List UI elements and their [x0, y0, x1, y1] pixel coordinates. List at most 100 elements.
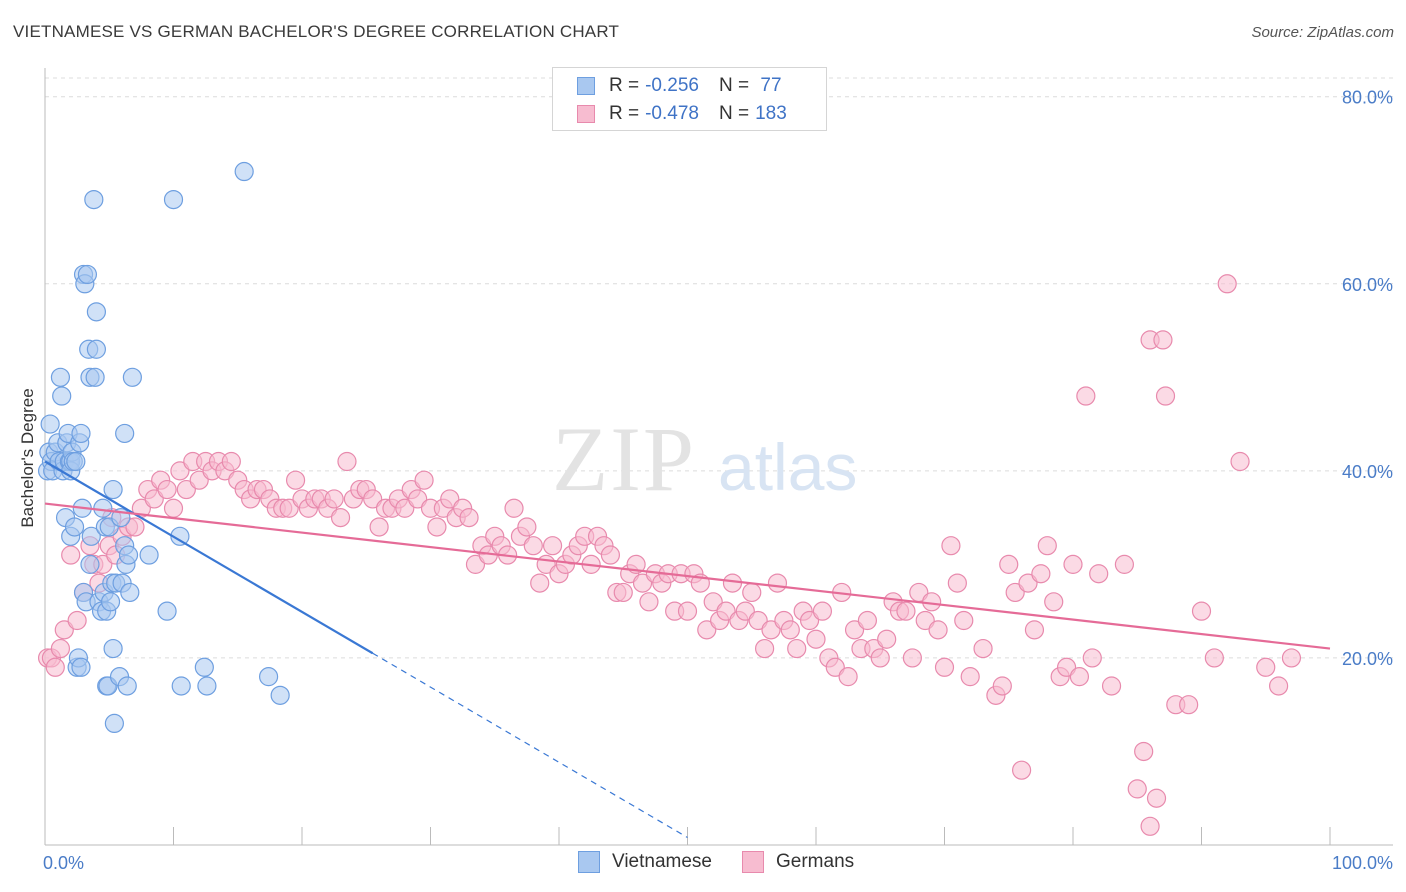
germans-point: [67, 610, 87, 631]
germans-point: [735, 601, 755, 621]
germans-point: [1018, 573, 1038, 593]
legend-r-label: R =: [609, 103, 640, 124]
germans-point: [722, 573, 743, 593]
y-tick-labels: 20.0% 40.0% 60.0% 80.0%: [1342, 88, 1393, 669]
x-tick-label-min: 0.0%: [43, 853, 84, 873]
germans-point: [1134, 741, 1154, 762]
vietnamese-trend-extension: [372, 652, 688, 838]
legend-r-label: R =: [609, 75, 640, 96]
legend-r-value: -0.478: [645, 103, 699, 124]
germans-point: [1281, 648, 1302, 668]
vietnamese-point: [270, 685, 290, 705]
vietnamese-point: [93, 498, 113, 518]
legend-swatch-vietnamese: [577, 77, 595, 95]
legend-n-value: 183: [755, 103, 787, 124]
series-legend-vietnamese: Vietnamese: [578, 851, 712, 873]
y-axis-label: Bachelor's Degree: [18, 388, 37, 527]
germans-point: [285, 470, 306, 490]
germans-point: [600, 545, 621, 565]
vietnamese-point: [120, 582, 140, 603]
germans-point: [1005, 582, 1025, 603]
vietnamese-point: [117, 676, 137, 696]
germans-point: [50, 638, 71, 659]
vietnamese-point: [86, 339, 107, 359]
germans-point: [799, 610, 820, 631]
vietnamese-point: [163, 189, 184, 210]
x-tick-label-max: 100.0%: [1332, 853, 1393, 873]
germans-point: [337, 451, 357, 472]
watermark-zip: ZIP: [552, 408, 696, 510]
germans-point: [1056, 657, 1077, 677]
y-tick-label-60: 60.0%: [1342, 275, 1393, 295]
germans-point: [787, 638, 807, 659]
germans-point: [324, 489, 344, 509]
vietnamese-point: [81, 526, 101, 546]
vietnamese-point: [64, 517, 85, 537]
vietnamese-point: [52, 386, 72, 406]
germans-point: [1146, 788, 1167, 808]
vietnamese-point: [50, 367, 71, 387]
germans-point: [170, 461, 190, 481]
germans-point: [1063, 554, 1083, 574]
vietnamese-point: [171, 676, 191, 696]
germans-point: [45, 657, 65, 677]
germans-point: [427, 517, 447, 537]
germans-point: [1155, 386, 1176, 406]
germans-point: [395, 498, 415, 518]
germans-point: [163, 498, 184, 518]
vietnamese-point: [234, 161, 254, 182]
germans-point: [934, 657, 955, 677]
germans-point: [915, 610, 935, 631]
vietnamese-point: [194, 657, 214, 677]
vietnamese-point: [71, 423, 91, 444]
vietnamese-point: [139, 545, 159, 565]
germans-point: [780, 620, 800, 640]
germans-point: [613, 582, 633, 603]
y-tick-label-20: 20.0%: [1342, 649, 1393, 669]
y-tick-label-80: 80.0%: [1342, 88, 1393, 108]
germans-point: [812, 601, 833, 621]
vietnamese-point: [122, 367, 142, 387]
vietnamese-trend-line: [44, 460, 374, 655]
legend-r-value: -0.256: [645, 75, 699, 96]
germans-point: [870, 648, 890, 668]
vietnamese-point: [85, 367, 105, 387]
germans-point: [716, 601, 736, 621]
legend-n-value: 77: [755, 75, 782, 96]
germans-point: [1031, 564, 1051, 584]
germans-point: [1153, 330, 1173, 350]
germans-point: [928, 620, 948, 640]
series-legend-germans: Germans: [742, 851, 854, 873]
germans-point: [748, 610, 768, 631]
vietnamese-point: [258, 667, 279, 687]
germans-point: [1011, 760, 1032, 780]
germans-point: [176, 479, 196, 500]
germans-point: [1069, 667, 1090, 687]
germans-point: [1037, 536, 1057, 556]
germans-point: [504, 498, 524, 518]
germans-point: [330, 508, 351, 528]
germans-point: [459, 508, 479, 528]
germans-point: [992, 676, 1012, 696]
vietnamese-point: [118, 545, 139, 565]
series-vietnamese: [37, 161, 290, 734]
germans-point: [408, 489, 428, 509]
germans-point: [61, 545, 81, 565]
germans-point: [440, 489, 460, 509]
series-swatch-vietnamese: [578, 851, 600, 873]
germans-point: [189, 470, 209, 490]
vietnamese-point: [104, 713, 124, 734]
germans-point: [1230, 451, 1250, 472]
germans-point: [999, 554, 1019, 574]
vietnamese-point: [103, 638, 123, 659]
chart-title: VIETNAMESE VS GERMAN BACHELOR'S DEGREE C…: [13, 22, 620, 41]
germans-point: [1044, 592, 1064, 612]
germans-point: [632, 573, 653, 593]
germans-point: [1114, 554, 1135, 574]
germans-point: [517, 517, 537, 537]
germans-point: [973, 638, 993, 659]
germans-point: [144, 489, 164, 509]
germans-point: [369, 517, 389, 537]
germans-point: [639, 592, 659, 612]
